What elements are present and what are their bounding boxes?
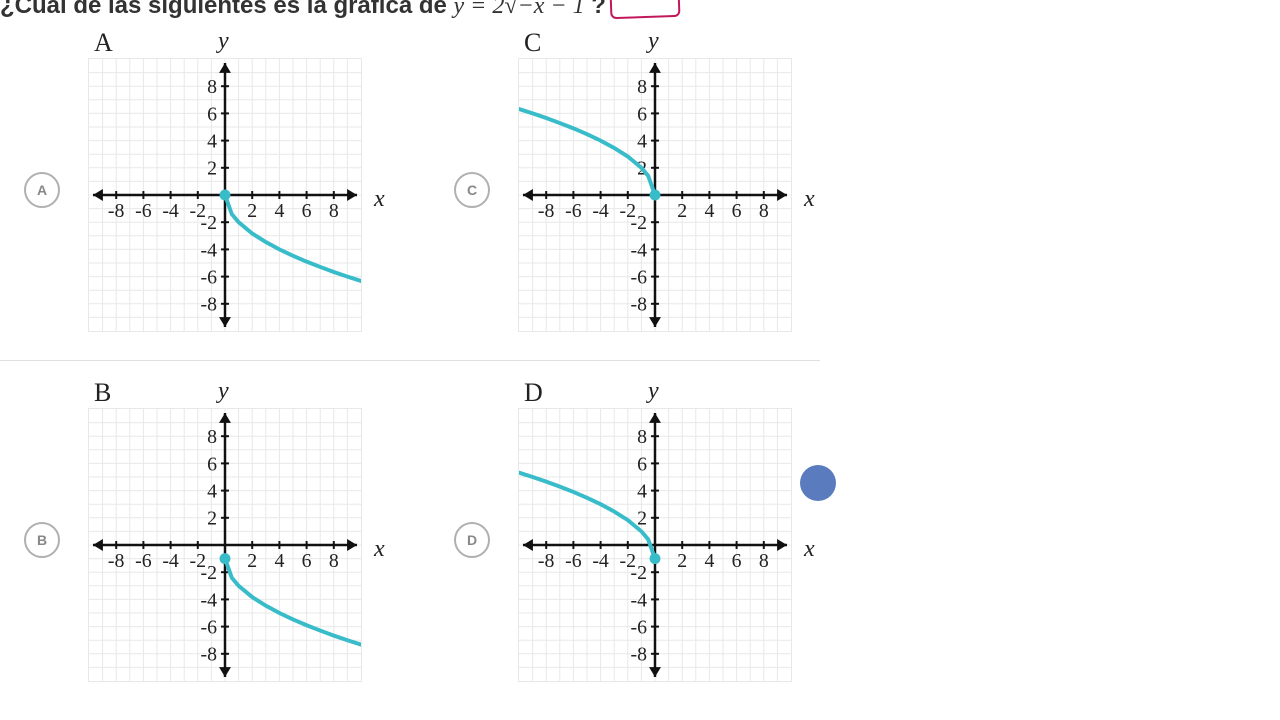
svg-text:8: 8 [329,200,339,222]
x-axis-label: x [374,536,385,563]
graph: 22446688-8-8-6-6-4-4-2-2 [88,408,362,682]
svg-text:-6: -6 [201,617,218,639]
svg-text:-8: -8 [201,644,218,666]
option-radio-d[interactable]: D [454,522,490,558]
svg-text:4: 4 [274,200,284,222]
pointer-indicator [800,465,836,501]
y-axis-label: y [218,378,229,405]
question-text: ¿Cuál de las siguientes es la gráfica de… [0,0,606,20]
option-letter: D [524,378,543,408]
y-axis-label: y [218,28,229,55]
svg-text:-4: -4 [631,239,648,261]
svg-text:2: 2 [207,508,217,530]
svg-text:6: 6 [732,550,742,572]
svg-text:-6: -6 [565,550,582,572]
svg-text:-6: -6 [135,200,152,222]
svg-text:-8: -8 [538,200,555,222]
svg-text:4: 4 [207,481,217,503]
option-radio-b[interactable]: B [24,522,60,558]
svg-text:-8: -8 [631,644,648,666]
handdrawn-annotation [610,0,681,19]
option-letter: C [524,28,541,58]
svg-text:4: 4 [704,200,714,222]
svg-text:-4: -4 [592,200,609,222]
svg-text:2: 2 [247,550,257,572]
y-axis-label: y [648,28,659,55]
svg-text:-4: -4 [201,239,218,261]
svg-text:8: 8 [207,426,217,448]
svg-text:8: 8 [637,426,647,448]
question-suffix: ? [591,0,606,19]
option-panel-d: DDyx 22446688-8-8-6-6-4-4-2-2 [430,380,840,710]
svg-text:-2: -2 [201,212,218,234]
question-prefix: ¿Cuál de las siguientes es la gráfica de [0,0,454,19]
graph: 22446688-8-8-6-6-4-4-2-2 [518,58,792,332]
svg-text:-2: -2 [631,212,648,234]
svg-text:8: 8 [329,550,339,572]
svg-text:4: 4 [704,550,714,572]
svg-text:-8: -8 [108,200,125,222]
svg-text:6: 6 [207,453,217,475]
svg-text:-6: -6 [135,550,152,572]
svg-text:6: 6 [302,200,312,222]
svg-text:8: 8 [759,200,769,222]
svg-text:-4: -4 [592,550,609,572]
svg-text:8: 8 [637,76,647,98]
svg-text:6: 6 [637,103,647,125]
svg-text:6: 6 [732,200,742,222]
svg-text:-6: -6 [201,267,218,289]
svg-text:-4: -4 [162,550,179,572]
svg-text:-6: -6 [631,267,648,289]
svg-text:-6: -6 [565,200,582,222]
svg-text:2: 2 [677,550,687,572]
option-radio-c[interactable]: C [454,172,490,208]
svg-text:6: 6 [637,453,647,475]
svg-text:4: 4 [637,481,647,503]
svg-text:2: 2 [677,200,687,222]
option-panel-a: AAyx 22446688-8-8-6-6-4-4-2-2 [0,30,410,360]
x-axis-label: x [804,186,815,213]
svg-text:-2: -2 [201,562,218,584]
option-radio-a[interactable]: A [24,172,60,208]
svg-text:2: 2 [247,200,257,222]
option-letter: B [94,378,111,408]
row-divider [0,360,820,361]
svg-text:-4: -4 [631,589,648,611]
svg-text:-4: -4 [162,200,179,222]
svg-text:-8: -8 [201,294,218,316]
svg-text:2: 2 [207,158,217,180]
option-letter: A [94,28,113,58]
svg-text:4: 4 [207,131,217,153]
svg-text:4: 4 [274,550,284,572]
svg-text:-8: -8 [108,550,125,572]
svg-text:6: 6 [207,103,217,125]
svg-text:8: 8 [759,550,769,572]
svg-text:8: 8 [207,76,217,98]
svg-text:-8: -8 [631,294,648,316]
svg-text:-6: -6 [631,617,648,639]
option-panel-c: CCyx 22446688-8-8-6-6-4-4-2-2 [430,30,840,360]
graph: 22446688-8-8-6-6-4-4-2-2 [88,58,362,332]
svg-text:-8: -8 [538,550,555,572]
x-axis-label: x [374,186,385,213]
graph: 22446688-8-8-6-6-4-4-2-2 [518,408,792,682]
question-math: y = 2√−x − 1 [454,0,585,19]
option-panel-b: BByx 22446688-8-8-6-6-4-4-2-2 [0,380,410,710]
svg-text:4: 4 [637,131,647,153]
svg-text:-4: -4 [201,589,218,611]
svg-text:-2: -2 [631,562,648,584]
x-axis-label: x [804,536,815,563]
svg-text:2: 2 [637,508,647,530]
svg-text:6: 6 [302,550,312,572]
y-axis-label: y [648,378,659,405]
